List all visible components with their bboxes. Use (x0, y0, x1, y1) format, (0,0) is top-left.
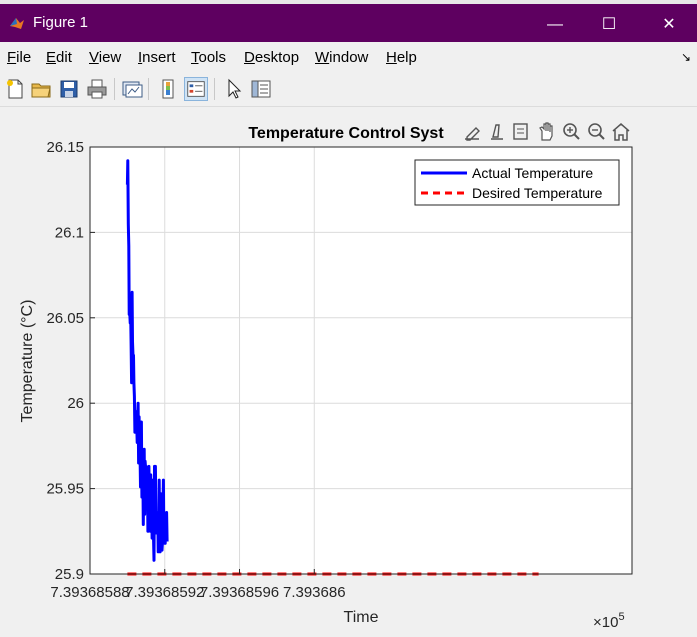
x-exponent-label: ×105 (593, 611, 625, 631)
y-tick-label: 26.05 (46, 310, 84, 327)
menu-tools[interactable]: Tools (191, 49, 227, 66)
brush-icon[interactable] (491, 124, 503, 140)
menu-desktop[interactable]: Desktop (244, 49, 300, 66)
legend-actual-label: Actual Temperature (472, 165, 593, 181)
x-tick-label: 7.39368592 (125, 584, 204, 601)
x-axis-label: Time (344, 609, 379, 626)
top-edge (0, 0, 697, 4)
close-button[interactable]: ✕ (662, 16, 676, 33)
window-title: Figure 1 (33, 14, 89, 31)
x-tick-label: 7.39368588 (50, 584, 129, 601)
open-file-icon[interactable] (29, 77, 53, 101)
axes-box (89, 146, 633, 575)
insert-colorbar-icon[interactable] (157, 77, 181, 101)
y-tick-label: 25.95 (46, 481, 84, 498)
y-tick-label: 26.15 (46, 139, 84, 156)
property-inspector-icon[interactable] (249, 77, 273, 101)
y-tick-label: 26 (67, 395, 84, 412)
link-plot-icon[interactable] (120, 77, 144, 101)
insert-legend-icon[interactable] (184, 77, 208, 101)
axes-toolbar (457, 120, 637, 144)
menu-window[interactable]: Window (315, 49, 369, 66)
menu-view[interactable]: View (89, 49, 122, 66)
pan-icon[interactable] (539, 122, 553, 141)
export-icon[interactable] (465, 127, 480, 141)
matlab-icon (10, 18, 24, 29)
maximize-button[interactable]: ☐ (601, 16, 617, 33)
pointer-icon[interactable] (222, 77, 246, 101)
y-tick-label: 25.9 (55, 566, 84, 583)
toolbar-separator (114, 78, 115, 100)
zoom-out-icon[interactable] (588, 123, 605, 140)
y-tick-label: 26.1 (55, 224, 84, 241)
minimize-button[interactable]: — (547, 16, 563, 33)
legend[interactable]: Actual Temperature Desired Temperature (414, 159, 620, 206)
menu-insert[interactable]: Insert (138, 49, 176, 66)
toolbar-separator (148, 78, 149, 100)
data-tips-icon[interactable] (513, 123, 528, 140)
zoom-in-icon[interactable] (563, 123, 580, 140)
menu-help[interactable]: Help (386, 49, 417, 66)
figure-canvas: 7.39368588 7.39368592 7.39368596 7.393686 25… (0, 107, 697, 632)
toolbar-separator (214, 78, 215, 100)
menu-edit[interactable]: Edit (46, 49, 72, 66)
figure-toolbar (0, 72, 697, 107)
home-icon[interactable] (612, 123, 630, 141)
menu-bar: File Edit View Insert Tools Desktop Wind… (0, 42, 697, 72)
dock-arrow-icon[interactable]: ↘ (680, 50, 691, 64)
save-icon[interactable] (57, 77, 81, 101)
new-figure-icon[interactable] (3, 77, 27, 101)
y-axis-label: Temperature (°C) (19, 300, 36, 423)
series-actual-temperature (125, 159, 169, 562)
print-icon[interactable] (85, 77, 109, 101)
x-tick-label: 7.39368596 (200, 584, 279, 601)
menu-file[interactable]: File (7, 49, 32, 66)
plot-area (90, 147, 632, 574)
x-tick-label: 7.393686 (283, 584, 346, 601)
chart-title: Temperature Control Syst (248, 125, 444, 142)
title-bar[interactable]: Figure 1 — ☐ ✕ (0, 4, 697, 42)
legend-desired-label: Desired Temperature (472, 185, 603, 201)
